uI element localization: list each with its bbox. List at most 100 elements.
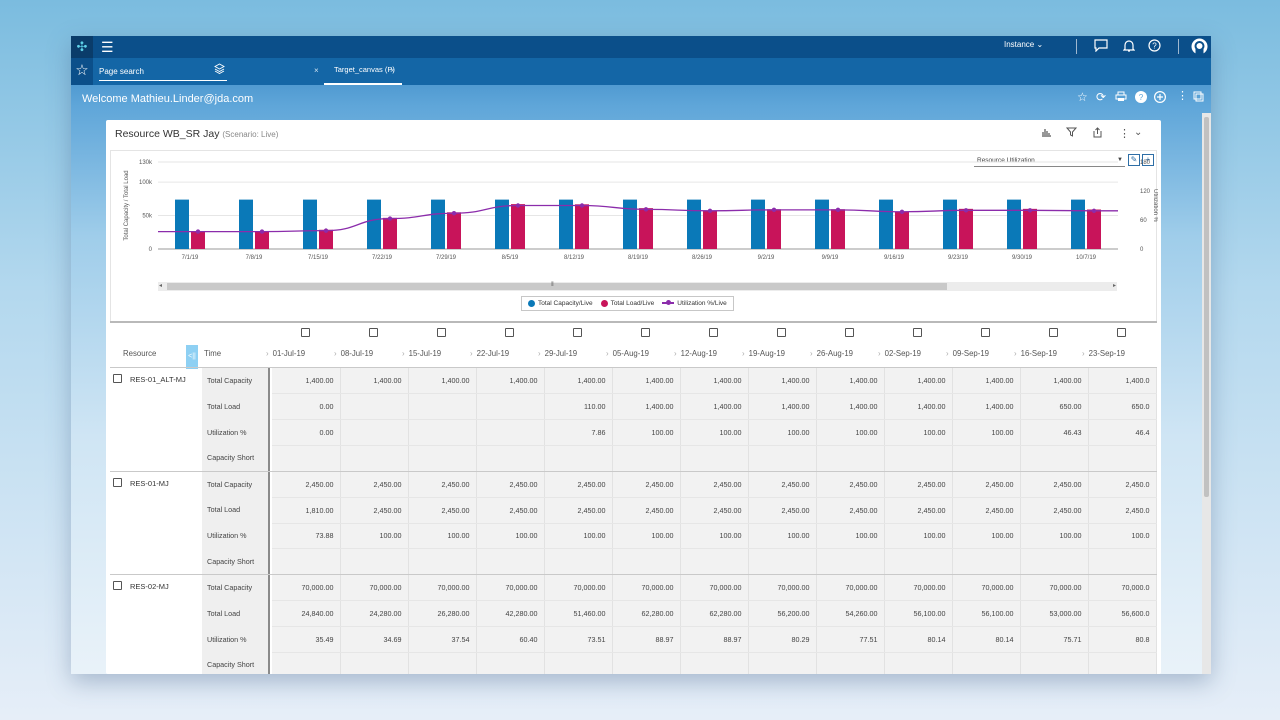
resource-name[interactable]: RES-01-MJ bbox=[130, 478, 169, 488]
instance-dropdown[interactable]: Instance ⌄ bbox=[1004, 40, 1044, 49]
table-cell[interactable]: 100.00 bbox=[612, 523, 681, 550]
table-cell[interactable]: 0.00 bbox=[272, 419, 341, 446]
table-cell[interactable]: 1,400.00 bbox=[340, 368, 409, 395]
table-cell[interactable] bbox=[816, 548, 885, 575]
table-cell[interactable]: 70,000.00 bbox=[612, 575, 681, 602]
column-select-checkbox[interactable] bbox=[369, 328, 378, 337]
table-cell[interactable]: 70,000.00 bbox=[680, 575, 749, 602]
table-cell[interactable] bbox=[544, 548, 613, 575]
table-cell[interactable]: 2,450.00 bbox=[1020, 497, 1089, 524]
table-cell[interactable] bbox=[272, 445, 341, 472]
table-cell[interactable]: 88.97 bbox=[680, 626, 749, 653]
table-cell[interactable]: 110.00 bbox=[544, 393, 613, 420]
table-cell[interactable]: 1,810.00 bbox=[272, 497, 341, 524]
column-select-checkbox[interactable] bbox=[1117, 328, 1126, 337]
table-cell[interactable] bbox=[340, 548, 409, 575]
table-cell[interactable]: 73.88 bbox=[272, 523, 341, 550]
table-cell[interactable] bbox=[612, 445, 681, 472]
table-cell[interactable] bbox=[952, 652, 1021, 674]
scroll-right-icon[interactable]: ▸ bbox=[1112, 283, 1116, 289]
table-cell[interactable]: 70,000.00 bbox=[1020, 575, 1089, 602]
table-cell[interactable] bbox=[408, 548, 477, 575]
table-cell[interactable]: 100.00 bbox=[680, 419, 749, 446]
table-cell[interactable]: 100.00 bbox=[544, 523, 613, 550]
date-column-header[interactable]: › 23-Sep-19 bbox=[1082, 349, 1125, 358]
resource-select-checkbox[interactable] bbox=[113, 581, 122, 590]
table-cell[interactable] bbox=[408, 445, 477, 472]
chart-view-select[interactable]: Resource Utilization ▼ bbox=[974, 155, 1125, 167]
table-cell[interactable]: 100.00 bbox=[952, 419, 1021, 446]
table-cell[interactable] bbox=[340, 445, 409, 472]
legend-item-utilization[interactable]: Utilization %/Live bbox=[662, 300, 727, 307]
add-chart-icon[interactable]: + bbox=[1142, 154, 1154, 166]
table-cell[interactable]: 75.71 bbox=[1020, 626, 1089, 653]
table-cell[interactable]: 88.97 bbox=[612, 626, 681, 653]
legend-item-capacity[interactable]: Total Capacity/Live bbox=[528, 299, 593, 307]
table-cell[interactable]: 0.00 bbox=[272, 393, 341, 420]
resource-column-header[interactable]: Resource bbox=[123, 349, 157, 358]
table-cell[interactable] bbox=[952, 548, 1021, 575]
table-cell[interactable]: 2,450.00 bbox=[408, 471, 477, 498]
filter-icon[interactable] bbox=[1065, 127, 1078, 140]
table-cell[interactable]: 70,000.00 bbox=[340, 575, 409, 602]
table-cell[interactable]: 1,400.00 bbox=[748, 368, 817, 395]
table-cell[interactable]: 56,100.00 bbox=[884, 600, 953, 627]
table-cell[interactable]: 2,450.00 bbox=[884, 471, 953, 498]
table-cell[interactable]: 2,450.00 bbox=[884, 497, 953, 524]
column-select-checkbox[interactable] bbox=[301, 328, 310, 337]
resource-name[interactable]: RES-01_ALT-MJ bbox=[130, 375, 186, 384]
table-cell[interactable]: 70,000.00 bbox=[476, 575, 545, 602]
favorites-star-icon[interactable]: ☆ bbox=[71, 58, 93, 85]
table-cell[interactable] bbox=[1020, 548, 1089, 575]
table-cell[interactable]: 56,600.0 bbox=[1088, 600, 1157, 627]
table-cell[interactable]: 7.86 bbox=[544, 419, 613, 446]
column-select-checkbox[interactable] bbox=[981, 328, 990, 337]
table-cell[interactable]: 2,450.00 bbox=[1020, 471, 1089, 498]
table-cell[interactable]: 62,280.00 bbox=[680, 600, 749, 627]
table-cell[interactable]: 70,000.0 bbox=[1088, 575, 1157, 602]
table-cell[interactable]: 1,400.00 bbox=[680, 368, 749, 395]
scroll-left-icon[interactable]: ◂ bbox=[159, 283, 163, 289]
table-cell[interactable]: 100.00 bbox=[476, 523, 545, 550]
close-tab-icon[interactable]: × bbox=[314, 66, 319, 75]
table-cell[interactable] bbox=[680, 548, 749, 575]
table-cell[interactable]: 2,450.00 bbox=[612, 471, 681, 498]
table-cell[interactable] bbox=[1088, 445, 1157, 472]
table-cell[interactable] bbox=[748, 445, 817, 472]
table-cell[interactable]: 42,280.00 bbox=[476, 600, 545, 627]
collapse-columns-button[interactable]: <|| bbox=[186, 345, 198, 369]
table-cell[interactable]: 100.00 bbox=[952, 523, 1021, 550]
table-cell[interactable] bbox=[680, 652, 749, 674]
user-avatar-icon[interactable] bbox=[1191, 38, 1208, 59]
table-cell[interactable]: 650.0 bbox=[1088, 393, 1157, 420]
column-select-checkbox[interactable] bbox=[573, 328, 582, 337]
table-cell[interactable]: 2,450.00 bbox=[748, 471, 817, 498]
column-select-checkbox[interactable] bbox=[913, 328, 922, 337]
chart-icon[interactable] bbox=[1041, 127, 1052, 140]
table-cell[interactable]: 1,400.00 bbox=[408, 368, 477, 395]
column-select-checkbox[interactable] bbox=[1049, 328, 1058, 337]
table-cell[interactable] bbox=[1088, 548, 1157, 575]
page-search-input[interactable]: Page search bbox=[99, 62, 227, 81]
table-cell[interactable] bbox=[476, 548, 545, 575]
table-cell[interactable]: 1,400.00 bbox=[816, 368, 885, 395]
table-cell[interactable] bbox=[680, 445, 749, 472]
edit-chart-icon[interactable]: ✎ bbox=[1128, 154, 1140, 166]
table-cell[interactable]: 100.00 bbox=[680, 523, 749, 550]
table-cell[interactable]: 2,450.00 bbox=[544, 497, 613, 524]
table-cell[interactable]: 100.00 bbox=[612, 419, 681, 446]
vertical-scrollbar[interactable] bbox=[1202, 113, 1211, 674]
table-cell[interactable]: 56,200.00 bbox=[748, 600, 817, 627]
table-cell[interactable]: 46.43 bbox=[1020, 419, 1089, 446]
print-icon[interactable] bbox=[1115, 91, 1127, 105]
table-cell[interactable]: 100.0 bbox=[1088, 523, 1157, 550]
table-cell[interactable]: 2,450.00 bbox=[748, 497, 817, 524]
table-cell[interactable] bbox=[272, 548, 341, 575]
resource-name[interactable]: RES-02-MJ bbox=[130, 582, 169, 591]
table-cell[interactable] bbox=[748, 652, 817, 674]
table-cell[interactable]: 1,400.00 bbox=[544, 368, 613, 395]
table-cell[interactable]: 62,280.00 bbox=[612, 600, 681, 627]
table-cell[interactable]: 70,000.00 bbox=[952, 575, 1021, 602]
table-cell[interactable]: 1,400.00 bbox=[1020, 368, 1089, 395]
table-cell[interactable] bbox=[408, 419, 477, 446]
